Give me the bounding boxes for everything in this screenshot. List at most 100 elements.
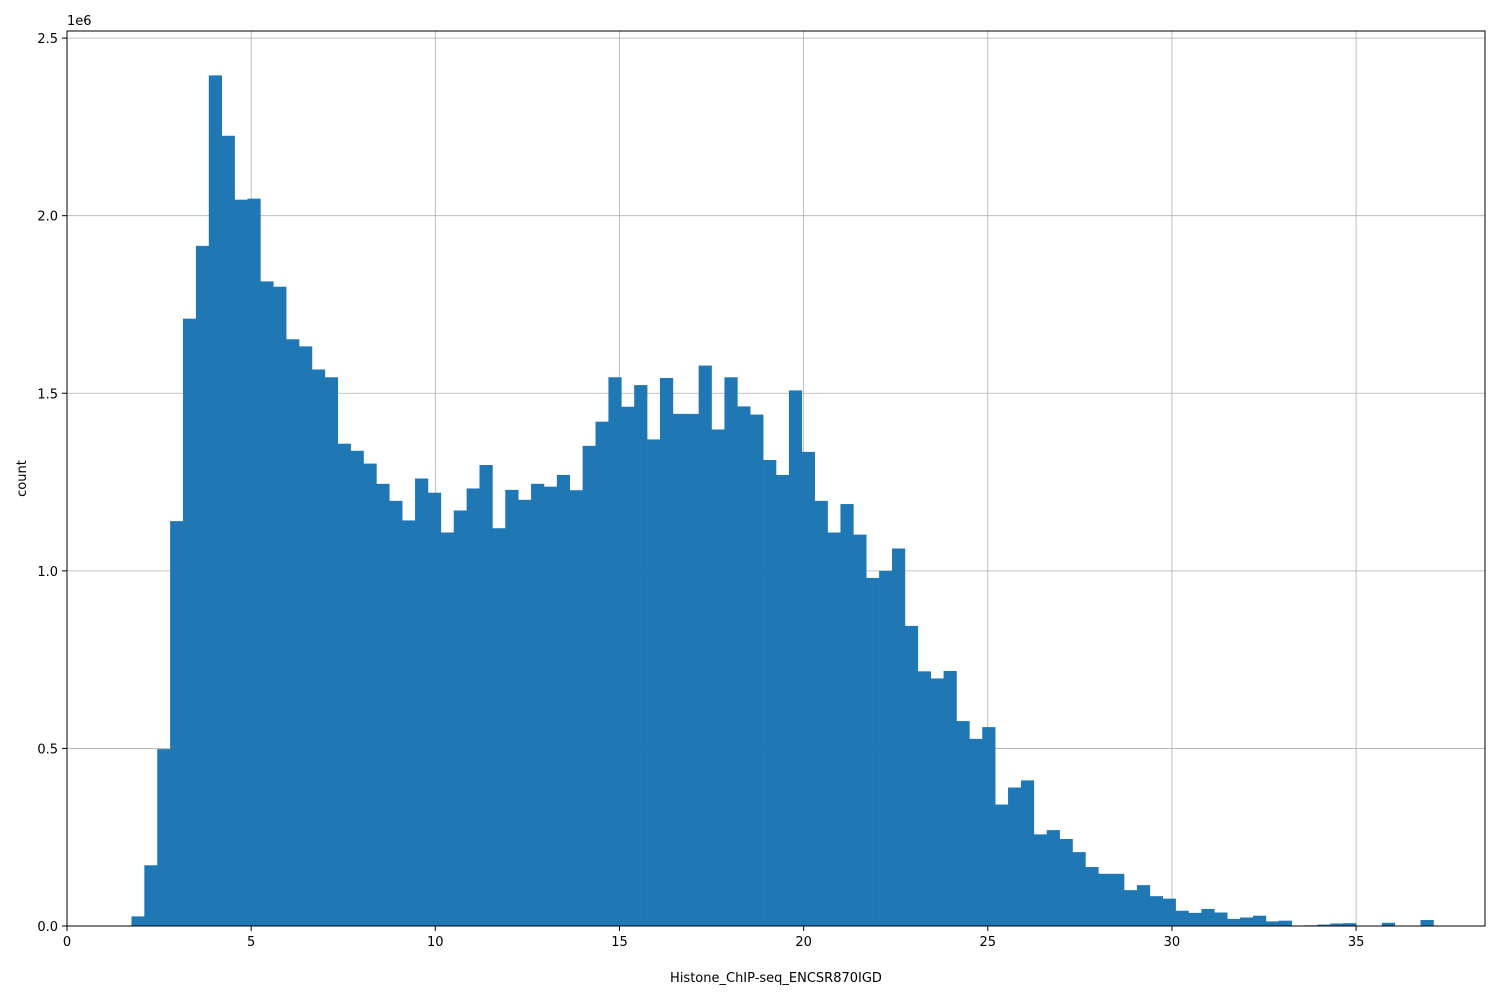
histogram-bar: [440, 532, 455, 926]
histogram-bar: [827, 532, 841, 926]
histogram-bar: [427, 492, 442, 926]
histogram-bar: [531, 483, 545, 926]
histogram-bar: [1265, 921, 1280, 926]
x-tick-label: 0: [63, 935, 71, 950]
histogram-bar: [763, 460, 777, 926]
histogram-bar: [1162, 898, 1176, 926]
histogram-bar: [518, 499, 532, 926]
histogram-bar: [698, 365, 712, 926]
histogram-bar: [659, 377, 674, 926]
histogram-bar: [917, 671, 931, 926]
histogram-bar: [1201, 908, 1215, 926]
histogram-bar: [1188, 912, 1202, 926]
histogram-bar: [247, 198, 261, 927]
histogram-bar: [1330, 923, 1344, 926]
histogram-bar: [208, 75, 222, 927]
histogram-bar: [608, 377, 622, 926]
histogram-bar: [363, 463, 377, 926]
histogram-bar: [299, 346, 313, 926]
y-tick-label: 2.0: [37, 210, 58, 225]
histogram-bar: [1085, 867, 1099, 926]
x-axis-label: Histone_ChIP-seq_ENCSR870IGD: [670, 971, 882, 986]
histogram-bar: [415, 478, 429, 926]
y-tick-label: 0.5: [37, 742, 58, 757]
histogram-bar: [195, 245, 210, 926]
y-tick-label: 2.5: [37, 32, 58, 47]
x-tick-label: 10: [427, 935, 444, 950]
histogram-bar: [170, 521, 184, 926]
histogram-bar: [892, 548, 906, 926]
histogram-bar: [879, 570, 893, 926]
y-axis-label: count: [15, 460, 30, 497]
histogram-bar: [672, 413, 687, 927]
histogram-bar: [479, 465, 493, 926]
histogram-bar: [1008, 787, 1022, 926]
histogram-bar: [1149, 896, 1164, 926]
histogram-bar: [685, 413, 699, 927]
histogram-bar: [982, 727, 996, 926]
histogram-bar: [311, 369, 326, 926]
x-tick-label: 5: [247, 935, 255, 950]
histogram-bar: [1214, 912, 1228, 926]
histogram-bar: [402, 520, 416, 926]
histogram-bar: [543, 486, 558, 926]
histogram-bar: [1278, 920, 1292, 926]
histogram-bar: [1072, 852, 1086, 926]
histogram-bar: [157, 749, 171, 926]
histogram-bar: [595, 421, 609, 926]
x-tick-label: 20: [795, 935, 812, 950]
histogram-bar: [621, 406, 635, 926]
histogram-bar: [1343, 923, 1357, 926]
histogram-bar: [1240, 917, 1254, 926]
y-axis: 0.0 0.5 1.0 1.5 2.0 2.5: [37, 32, 67, 935]
y-tick-label: 0.0: [37, 920, 58, 935]
histogram-bar: [840, 504, 854, 926]
histogram-bar: [1033, 834, 1048, 926]
histogram-bar: [1420, 919, 1434, 926]
histogram-bar: [853, 534, 867, 926]
histogram-bar: [750, 414, 764, 926]
y-tick-label: 1.5: [37, 387, 58, 402]
histogram-bar: [711, 429, 725, 926]
histogram-bar: [221, 135, 235, 926]
histogram-bar: [234, 199, 248, 927]
histogram-bar: [724, 377, 738, 926]
histogram-bar: [273, 286, 287, 926]
x-axis: 0 5 10 15 20 25 30 35: [63, 926, 1364, 950]
histogram-bar: [376, 483, 390, 926]
histogram-bar: [492, 528, 506, 926]
plot-area-frame: [66, 30, 1486, 927]
histogram-bar: [260, 281, 274, 926]
histogram-bar: [956, 721, 970, 926]
histogram-bar: [569, 490, 583, 926]
histogram-bar: [1111, 873, 1125, 926]
histogram-bar: [466, 488, 480, 926]
histogram-bar: [1381, 922, 1396, 926]
histogram-bar: [183, 318, 197, 926]
histogram-bar: [1059, 838, 1073, 926]
y-tick-label: 1.0: [37, 565, 58, 580]
histogram-bar: [866, 577, 880, 926]
histogram-bar: [144, 865, 158, 926]
histogram-bar: [131, 916, 145, 926]
histogram-bar: [1136, 885, 1151, 926]
histogram-bar: [814, 500, 828, 926]
y-axis-offset-label: 1e6: [67, 14, 92, 29]
histogram-bar: [1252, 915, 1267, 926]
histogram-bar: [801, 451, 815, 926]
histogram-bar: [930, 678, 944, 926]
histogram-bar: [1046, 830, 1060, 926]
histogram-bar: [556, 474, 571, 926]
histogram-bar: [1317, 924, 1331, 926]
histogram-bar: [324, 377, 339, 926]
histogram-bar: [995, 804, 1009, 926]
x-tick-label: 30: [1164, 935, 1181, 950]
histogram-bar: [286, 339, 300, 926]
histogram-bar: [969, 738, 983, 926]
histogram-bar: [943, 670, 957, 926]
histogram-bar: [647, 439, 661, 926]
histogram-bar: [453, 510, 467, 926]
histogram-bar: [1020, 780, 1035, 926]
